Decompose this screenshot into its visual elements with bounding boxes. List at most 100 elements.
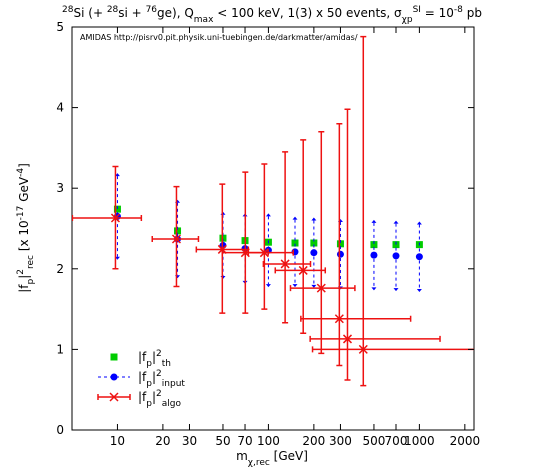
marker [415, 253, 423, 261]
text-part: GeV [17, 176, 31, 205]
text-part: = 10 [421, 6, 454, 20]
text-part: 28 [62, 5, 74, 15]
text-part: 28 [107, 5, 119, 15]
text-part: 2 [16, 269, 26, 275]
x-error-bar [289, 285, 356, 292]
x-error-bar [151, 235, 200, 242]
text-part: ge), Q [157, 6, 194, 20]
marker [336, 250, 344, 258]
y-error-bar [261, 163, 268, 310]
legend-entry: |fp|2th [110, 349, 171, 369]
x-tick-label: 300 [329, 434, 352, 448]
marker [370, 251, 378, 259]
x-error-bar [311, 346, 474, 353]
text-part: p [146, 379, 152, 389]
legend-entry: |fp|2input [98, 369, 185, 389]
marker [110, 213, 120, 223]
text-part: rec [26, 255, 36, 269]
marker [370, 241, 378, 249]
y-error-bar [282, 151, 289, 324]
marker [113, 205, 121, 213]
marker [310, 239, 318, 247]
text-part: |f [138, 370, 147, 384]
x-tick-label: 10 [110, 434, 125, 448]
legend-label: |fp|2th [138, 349, 171, 369]
text-part: | [152, 370, 156, 384]
marker [316, 283, 326, 293]
marker [110, 373, 118, 381]
text-part: si + [118, 6, 145, 20]
text-part: pb [463, 6, 482, 20]
text-part: < 100 keV, 1(3) x 50 events, σ [213, 6, 402, 20]
text-part: Si (+ [74, 6, 107, 20]
marker [342, 334, 353, 344]
text-part: th [162, 359, 171, 369]
text-part: |f [17, 284, 31, 293]
annotation: AMIDAS http://pisrv0.pit.physik.uni-tueb… [80, 33, 358, 42]
legend-entry: |fp|2algo [97, 389, 182, 409]
y-error-bar [173, 185, 180, 288]
text-part: | [152, 390, 156, 404]
marker [336, 240, 344, 248]
text-part: m [236, 449, 248, 463]
plot-area [72, 35, 474, 387]
x-tick-label: 2000 [450, 434, 481, 448]
marker [310, 249, 318, 257]
text-part: ] [17, 163, 31, 168]
x-tick-label: 1000 [404, 434, 435, 448]
y-error-bar [360, 35, 367, 387]
x-tick-label: 200 [302, 434, 325, 448]
text-part: SI [413, 5, 421, 15]
y-error-bar [336, 122, 343, 367]
text-part: -8 [454, 5, 463, 15]
marker [171, 234, 181, 244]
marker [392, 252, 400, 260]
text-part: -17 [16, 206, 26, 221]
x-error-bar [309, 335, 441, 342]
y-error-bar [300, 139, 307, 335]
y-axis-label: |fp|2rec [x 10-17 GeV-4] [16, 163, 36, 293]
x-tick-label: 30 [182, 434, 197, 448]
x-axis-label: mχ,rec [GeV] [236, 449, 308, 467]
text-part: [x 10 [17, 220, 31, 255]
text-part: | [17, 275, 31, 279]
y-error-bar [344, 108, 351, 381]
text-part: 2 [156, 369, 162, 379]
x-error-bar [300, 315, 412, 322]
text-part: 2 [156, 389, 162, 399]
text-part: max [194, 15, 214, 25]
text-part: input [162, 379, 186, 389]
legend-label: |fp|2input [138, 369, 185, 389]
text-part: | [152, 350, 156, 364]
marker [334, 314, 344, 324]
x-tick-label: 100 [257, 434, 280, 448]
text-part: |f [138, 350, 147, 364]
y-error-bar [318, 131, 325, 355]
text-part: p [146, 399, 152, 409]
marker [174, 227, 182, 235]
text-part: 76 [146, 5, 158, 15]
x-tick-label: 700 [385, 434, 408, 448]
legend-label: |fp|2algo [138, 389, 182, 409]
marker [110, 353, 118, 361]
text-part: algo [162, 399, 182, 409]
y-tick-label: 5 [56, 20, 64, 34]
y-tick-label: 3 [56, 181, 64, 195]
y-error-bar [242, 171, 249, 314]
text-part: 2 [156, 349, 162, 359]
text-part: [GeV] [270, 449, 308, 463]
marker [259, 248, 269, 258]
x-tick-label: 500 [362, 434, 385, 448]
y-tick-label: 4 [56, 101, 64, 115]
text-part: |f [138, 390, 147, 404]
y-tick-label: 1 [56, 342, 64, 356]
marker [280, 259, 290, 269]
y-tick-label: 2 [56, 262, 64, 276]
x-error-bar [274, 267, 327, 274]
text-part: p [146, 359, 152, 369]
text-part: χp [402, 15, 413, 25]
text-part: p [26, 279, 36, 285]
x-tick-label: 20 [155, 434, 170, 448]
marker [298, 265, 308, 275]
